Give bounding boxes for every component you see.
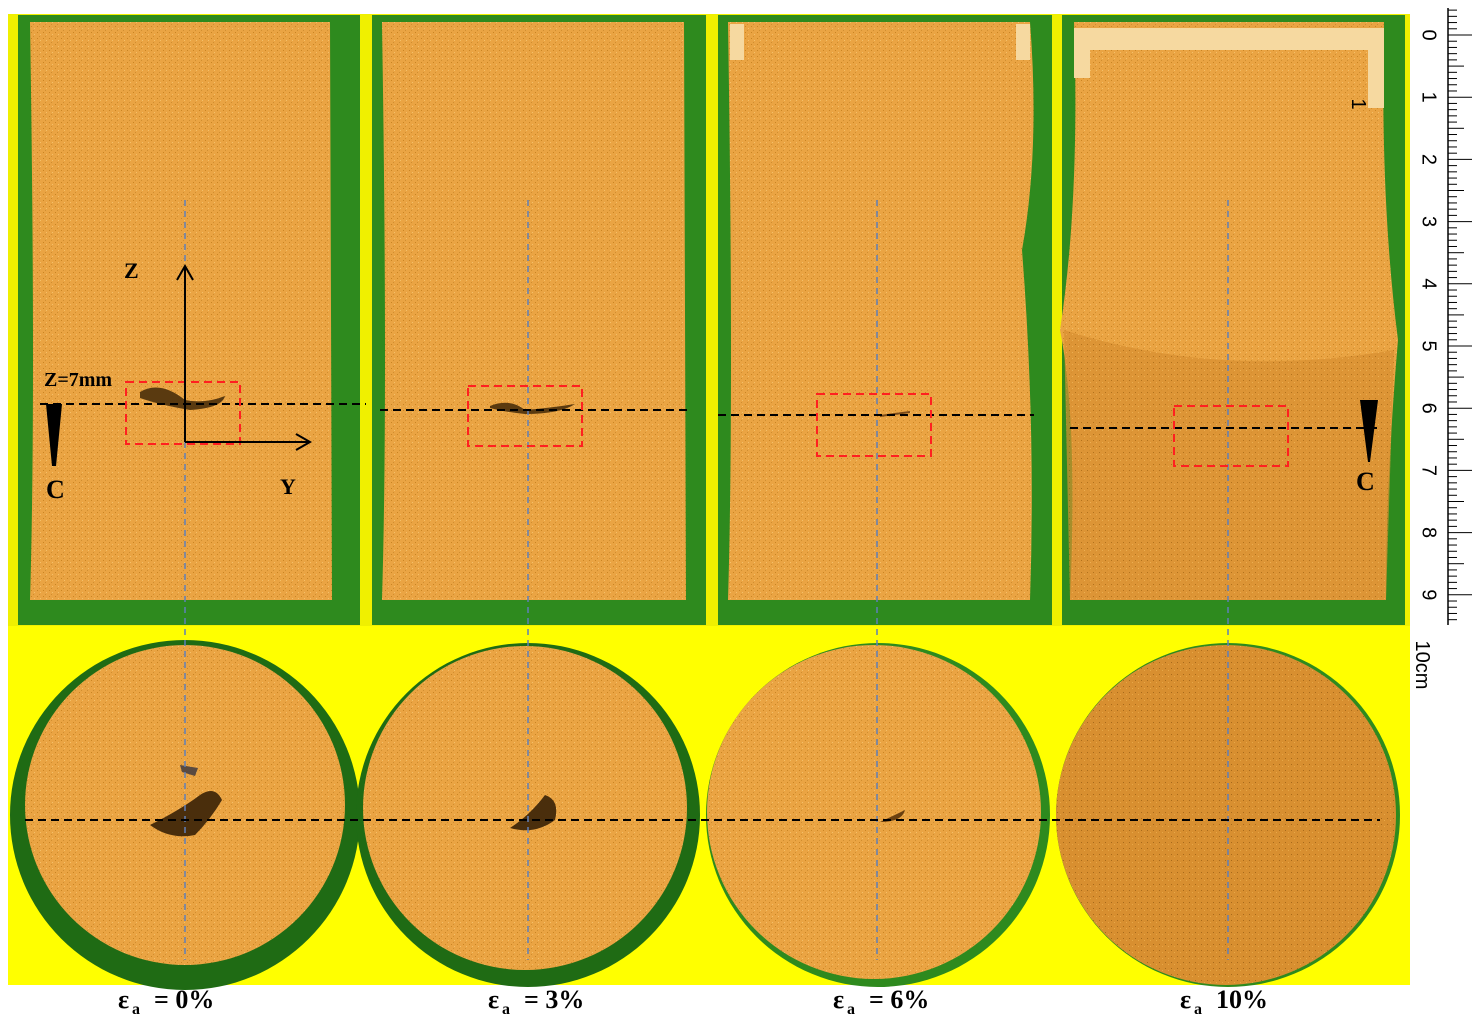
ruler: 0 1 2 3 4 5 6 7 8 9 bbox=[1418, 8, 1472, 625]
ruler-label: 2 bbox=[1418, 154, 1440, 165]
caption-text: = 0% bbox=[154, 985, 214, 1014]
section-label: C bbox=[1356, 467, 1375, 496]
ruler-marker: 1 bbox=[1347, 98, 1369, 109]
ruler-label: 4 bbox=[1418, 278, 1440, 289]
section-line bbox=[25, 403, 1380, 821]
cross-section bbox=[1056, 645, 1396, 985]
defect bbox=[180, 765, 198, 776]
ruler-label: 3 bbox=[1418, 216, 1440, 227]
top-panel bbox=[1060, 15, 1405, 625]
defect bbox=[510, 795, 557, 831]
ruler-label: 7 bbox=[1418, 465, 1440, 476]
ruler-unit: 10cm bbox=[1411, 641, 1433, 690]
section-marker bbox=[1360, 400, 1378, 462]
caption-subscript: a bbox=[502, 1001, 510, 1018]
ruler-label: 1 bbox=[1418, 92, 1440, 103]
caption-text: 10% bbox=[1216, 985, 1268, 1014]
caption-subscript: a bbox=[847, 1001, 855, 1018]
ruler-label: 6 bbox=[1418, 403, 1440, 414]
ruler-label: 8 bbox=[1418, 527, 1440, 538]
cross-section bbox=[707, 645, 1041, 979]
top-panel bbox=[718, 15, 1052, 625]
defect bbox=[490, 402, 575, 414]
top-panel bbox=[372, 15, 706, 625]
section-label: C bbox=[46, 475, 65, 504]
ruler-label: 0 bbox=[1418, 29, 1440, 40]
captions: ε a = 0% ε a = 3% ε a = 6% ε a 10% bbox=[118, 985, 1268, 1018]
defect bbox=[150, 791, 222, 837]
caption-text: = 6% bbox=[869, 985, 929, 1014]
top-panel bbox=[18, 15, 360, 625]
caption-subscript: a bbox=[1194, 1001, 1202, 1018]
section-marker bbox=[46, 404, 62, 466]
caption-symbol: ε bbox=[488, 985, 499, 1014]
axis-arrow bbox=[176, 263, 313, 451]
axis-label: Z bbox=[124, 258, 139, 283]
ruler-label: 5 bbox=[1418, 340, 1440, 351]
region-box bbox=[125, 381, 1289, 467]
level-label: Z=7mm bbox=[44, 369, 112, 391]
caption-symbol: ε bbox=[833, 985, 844, 1014]
caption-text: = 3% bbox=[524, 985, 584, 1014]
caption-symbol: ε bbox=[118, 985, 129, 1014]
defect bbox=[880, 810, 905, 822]
caption-subscript: a bbox=[132, 1001, 140, 1018]
caption-symbol: ε bbox=[1180, 985, 1191, 1014]
ruler-label: 9 bbox=[1418, 589, 1440, 600]
cross-section bbox=[363, 646, 687, 970]
axis-label: Y bbox=[280, 474, 296, 499]
